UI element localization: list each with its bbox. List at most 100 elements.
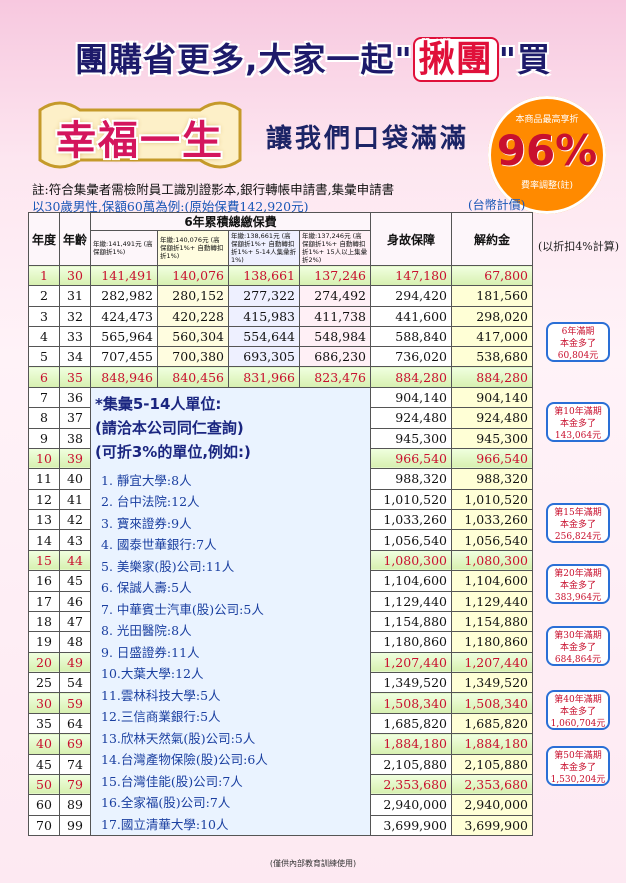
cell-death-benefit: 988,320 bbox=[370, 468, 452, 490]
list-subtitle: (可折3%的單位,例如:) bbox=[95, 442, 251, 461]
cell-cash-value: 67,800 bbox=[451, 264, 533, 287]
maturity-callout: 第10年滿期 本金多了 143,064元 bbox=[546, 402, 610, 442]
cell-year: 4 bbox=[28, 325, 60, 348]
callout-line: 第50年滿期 bbox=[554, 751, 602, 761]
cell-age: 46 bbox=[59, 590, 91, 612]
cell-plan2: 560,304 bbox=[157, 325, 229, 348]
cell-age: 69 bbox=[59, 733, 91, 755]
cell-death-benefit: 1,056,540 bbox=[370, 529, 452, 551]
cell-plan2: 140,076 bbox=[157, 264, 229, 287]
cell-cash-value: 988,320 bbox=[451, 468, 533, 490]
cell-year: 10 bbox=[28, 447, 60, 470]
cell-death-benefit: 1,349,520 bbox=[370, 672, 452, 694]
table-row: 35 64 1,685,820 1,685,820 bbox=[28, 712, 533, 735]
cell-cash-value: 1,104,600 bbox=[451, 570, 533, 592]
cell-year: 30 bbox=[28, 692, 60, 714]
cell-cash-value: 3,699,900 bbox=[451, 814, 533, 837]
cell-cash-value: 1,154,880 bbox=[451, 610, 533, 633]
col-plan4-header: 年繳:137,246元 (高保額折1%+ 自動轉扣折1%+ 15人以上集彙折2%… bbox=[299, 230, 371, 266]
cell-plan4: 411,738 bbox=[299, 305, 371, 327]
cell-year: 14 bbox=[28, 529, 60, 551]
cell-death-benefit: 441,600 bbox=[370, 305, 452, 327]
cell-plan4: 137,246 bbox=[299, 264, 371, 287]
cell-age: 45 bbox=[59, 570, 91, 592]
table-row: 19 48 1,180,860 1,180,860 bbox=[28, 631, 533, 653]
cell-year: 25 bbox=[28, 672, 60, 694]
cell-plan2: 840,456 bbox=[157, 366, 229, 388]
cell-age: 39 bbox=[59, 447, 91, 470]
discount-badge bbox=[488, 96, 606, 214]
cell-plan4: 274,492 bbox=[299, 285, 371, 307]
col-year-header: 年度 bbox=[28, 212, 60, 266]
table-row: 8 37 924,480 924,480 bbox=[28, 407, 533, 429]
cell-death-benefit: 736,020 bbox=[370, 346, 452, 368]
cell-plan4: 686,230 bbox=[299, 346, 371, 368]
callout-line: 第30年滿期 bbox=[554, 631, 602, 641]
cell-plan1: 424,473 bbox=[90, 305, 158, 327]
cell-cash-value: 1,129,440 bbox=[451, 590, 533, 612]
cell-year: 18 bbox=[28, 610, 60, 633]
cell-year: 20 bbox=[28, 651, 60, 674]
cell-age: 99 bbox=[59, 814, 91, 837]
list-item: 9. 日盛證券:11人 bbox=[101, 644, 200, 660]
cell-year: 2 bbox=[28, 285, 60, 307]
table-row: 15 44 1,080,300 1,080,300 bbox=[28, 549, 533, 572]
cell-age: 30 bbox=[59, 264, 91, 287]
cell-cash-value: 1,685,820 bbox=[451, 712, 533, 735]
table-row: 60 89 2,940,000 2,940,000 bbox=[28, 794, 533, 816]
list-item: 11.雲林科技大學:5人 bbox=[101, 687, 221, 703]
cell-death-benefit: 1,154,880 bbox=[370, 610, 452, 633]
cell-plan3: 415,983 bbox=[228, 305, 300, 327]
list-item: 2. 台中法院:12人 bbox=[101, 494, 200, 510]
cell-age: 32 bbox=[59, 305, 91, 327]
list-item: 13.欣林天然氣(股)公司:5人 bbox=[101, 730, 256, 746]
cell-year: 7 bbox=[28, 386, 60, 409]
list-item: 17.國立清華大學:10人 bbox=[101, 816, 229, 832]
callout-line: 256,824元 bbox=[554, 532, 602, 542]
cell-cash-value: 904,140 bbox=[451, 386, 533, 409]
callout-line: 第40年滿期 bbox=[554, 695, 602, 705]
cell-year: 9 bbox=[28, 427, 60, 449]
group-unit-list: *集彙5-14人單位: (請洽本公司同仁查詢) (可折3%的單位,例如:) 1. 靜宜… bbox=[90, 386, 371, 837]
cell-plan1: 565,964 bbox=[90, 325, 158, 348]
subslogan: 讓我們口袋滿滿 bbox=[266, 124, 470, 154]
cell-age: 64 bbox=[59, 712, 91, 735]
cell-age: 36 bbox=[59, 386, 91, 409]
list-item: 7. 中華賓士汽車(股)公司:5人 bbox=[101, 601, 264, 617]
table-row: 45 74 2,105,880 2,105,880 bbox=[28, 753, 533, 775]
cell-death-benefit: 1,080,300 bbox=[370, 549, 452, 572]
cell-age: 38 bbox=[59, 427, 91, 449]
col-cash-header: 解約金 bbox=[451, 212, 533, 266]
badge-percent: 96% bbox=[496, 126, 598, 175]
table-row: 16 45 1,104,600 1,104,600 bbox=[28, 570, 533, 592]
cell-age: 40 bbox=[59, 468, 91, 490]
callout-line: 684,864元 bbox=[554, 655, 602, 665]
cell-death-benefit: 924,480 bbox=[370, 407, 452, 429]
table-row: 4 33 565,964 560,304 554,644 548,984 588,840 41… bbox=[28, 325, 533, 348]
cell-cash-value: 924,480 bbox=[451, 407, 533, 429]
callout-line: 第15年滿期 bbox=[554, 508, 602, 518]
cell-age: 33 bbox=[59, 325, 91, 348]
cell-year: 35 bbox=[28, 712, 60, 735]
list-item: 16.全家福(股)公司:7人 bbox=[101, 795, 231, 811]
slogan-ornament bbox=[38, 101, 242, 169]
callout-line: 本金多了 bbox=[559, 643, 596, 653]
cell-cash-value: 1,884,180 bbox=[451, 733, 533, 755]
table-row: 10 39 966,540 966,540 bbox=[28, 447, 533, 470]
list-item: 1. 靜宜大學:8人 bbox=[101, 472, 192, 488]
cell-plan2: 700,380 bbox=[157, 346, 229, 368]
slogan: 幸福一生 bbox=[56, 118, 224, 164]
cell-death-benefit: 1,508,340 bbox=[370, 692, 452, 714]
cell-year: 11 bbox=[28, 468, 60, 490]
maturity-callout: 第30年滿期 本金多了 684,864元 bbox=[546, 626, 610, 666]
table-row: 5 34 707,455 700,380 693,305 686,230 736,020 53… bbox=[28, 346, 533, 368]
callout-line: 本金多了 bbox=[559, 419, 596, 429]
cell-cash-value: 966,540 bbox=[451, 447, 533, 470]
cell-age: 41 bbox=[59, 488, 91, 511]
maturity-callout: 第40年滿期 本金多了 1,060,704元 bbox=[546, 690, 610, 730]
cell-year: 17 bbox=[28, 590, 60, 612]
cell-age: 37 bbox=[59, 407, 91, 429]
cell-age: 35 bbox=[59, 366, 91, 388]
list-item: 8. 光田醫院:8人 bbox=[101, 623, 192, 639]
cell-plan3: 138,661 bbox=[228, 264, 300, 287]
